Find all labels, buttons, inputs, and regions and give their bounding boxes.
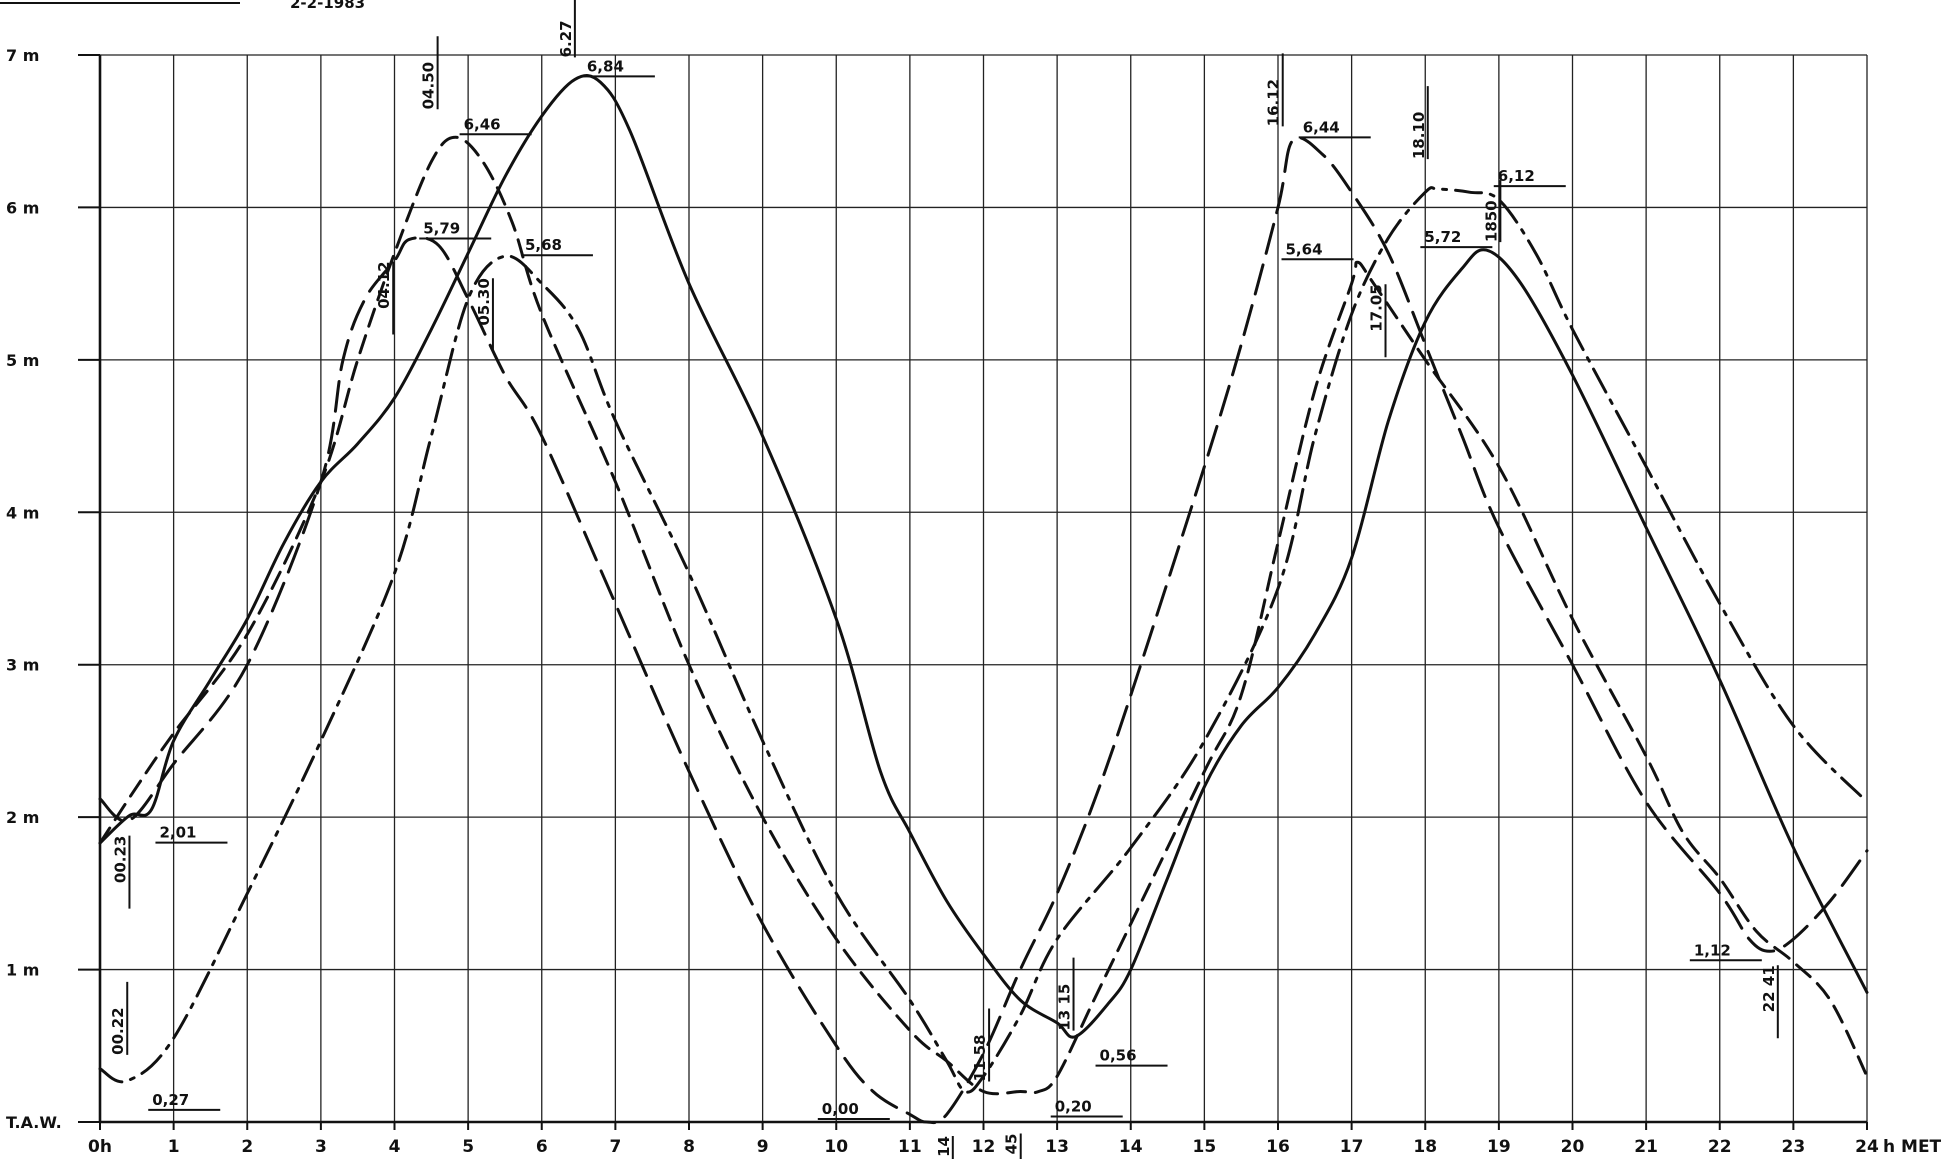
x-tick-label: 11 <box>898 1137 922 1157</box>
series-layer <box>98 74 1869 1125</box>
series-line-1-solid <box>98 74 1869 1039</box>
chart-subtitle: 2-2-1983 <box>290 0 365 12</box>
x-tick-label: 21 <box>1634 1137 1658 1157</box>
annotation-label: 0,20 <box>1055 1098 1092 1116</box>
x-tick-label: 0h <box>88 1137 112 1157</box>
chart-grid <box>100 54 1868 1122</box>
annotation-label: 5,72 <box>1424 228 1461 246</box>
annotation-label: 6,44 <box>1303 118 1340 136</box>
annotation-label: 16.12 <box>1265 79 1283 126</box>
annotation-label: 6,84 <box>587 57 624 75</box>
x-tick-label: 13 <box>1045 1137 1069 1157</box>
y-tick-label: 4 m <box>6 503 39 522</box>
x-tick-label: 6 <box>536 1137 548 1157</box>
series-line-2-dash-long <box>98 136 1869 1125</box>
annotation-label: 0,27 <box>152 1091 189 1109</box>
chart-axes: 0h 1 2 3 4 5 6 7 8 9 10 11 12 13 14 15 16 17 18 19 20 21 22 23 2… <box>6 46 1942 1157</box>
x-tick-label: 19 <box>1487 1137 1511 1157</box>
annotation-label: 5,68 <box>525 236 562 254</box>
annotation-label: 6.27 <box>557 20 575 57</box>
x-tick-label: 22 <box>1708 1137 1732 1157</box>
x-tick-label: 20 <box>1561 1137 1585 1157</box>
annotation-label: 04.12 <box>375 261 393 308</box>
x-tick-label: 16 <box>1266 1137 1290 1157</box>
x-tick-label: 4 <box>389 1137 401 1157</box>
x-tick-label: 5 <box>462 1137 474 1157</box>
y-tick-label: 5 m <box>6 351 39 370</box>
y-tick-label: 1 m <box>6 961 39 980</box>
annotation-label: 05.30 <box>475 278 493 325</box>
y-tick-label: T.A.W. <box>6 1113 62 1132</box>
annotation-label: 0,00 <box>822 1100 859 1118</box>
x-tick-label: 14 <box>1119 1137 1143 1157</box>
annotation-label: 2,01 <box>159 824 196 842</box>
x-tick-label: 17 <box>1340 1137 1364 1157</box>
annotation-label: 11 14 <box>935 1136 953 1159</box>
annotation-label: 12 45 <box>1003 1134 1021 1159</box>
x-tick-label: 10 <box>824 1137 848 1157</box>
legend-area: 2-2-1983 <box>0 0 365 12</box>
annotation-label: 13 15 <box>1056 984 1074 1031</box>
annotation-label: 1,12 <box>1694 941 1731 959</box>
x-tick-label: 12 <box>972 1137 996 1157</box>
annotation-label: 5,79 <box>423 219 460 237</box>
y-tick-label: 3 m <box>6 656 39 675</box>
annotation-label: 00.22 <box>109 1007 127 1054</box>
series-line-4-dashdot <box>98 186 1869 1094</box>
annotation-label: 1850 <box>1482 200 1500 242</box>
series-line-3-dash <box>98 135 1869 1096</box>
annotation-layer: 6.27 6,84 04.50 6,46 5,79 04.12 5,68 05.30 2,01 0… <box>109 0 1779 1159</box>
x-tick-label: 9 <box>757 1137 769 1157</box>
y-tick-label: 2 m <box>6 808 39 827</box>
x-tick-label: 2 <box>241 1137 253 1157</box>
x-tick-label: 1 <box>168 1137 180 1157</box>
x-tick-label: 15 <box>1193 1137 1217 1157</box>
annotation-label: 00.23 <box>111 836 129 883</box>
annotation-label: 11 58 <box>971 1035 989 1082</box>
y-tick-label: 6 m <box>6 198 39 217</box>
x-tick-label: 8 <box>683 1137 695 1157</box>
annotation-label: 17.05 <box>1368 284 1386 331</box>
x-tick-label: 3 <box>315 1137 327 1157</box>
annotation-label: 6,46 <box>464 115 501 133</box>
y-tick-label: 7 m <box>6 46 39 65</box>
x-tick-label: 18 <box>1413 1137 1437 1157</box>
annotation-label: 18.10 <box>1410 112 1428 159</box>
annotation-label: 6,12 <box>1498 167 1535 185</box>
annotation-label: 22 41 <box>1760 965 1778 1012</box>
annotation-label: 5,64 <box>1286 240 1323 258</box>
annotation-label: 04.50 <box>420 62 438 109</box>
x-axis-label: h MET <box>1883 1137 1942 1157</box>
x-tick-label: 7 <box>609 1137 621 1157</box>
x-tick-label: 24 <box>1855 1137 1879 1157</box>
x-tick-label: 23 <box>1782 1137 1806 1157</box>
annotation-label: 0,56 <box>1100 1047 1137 1065</box>
